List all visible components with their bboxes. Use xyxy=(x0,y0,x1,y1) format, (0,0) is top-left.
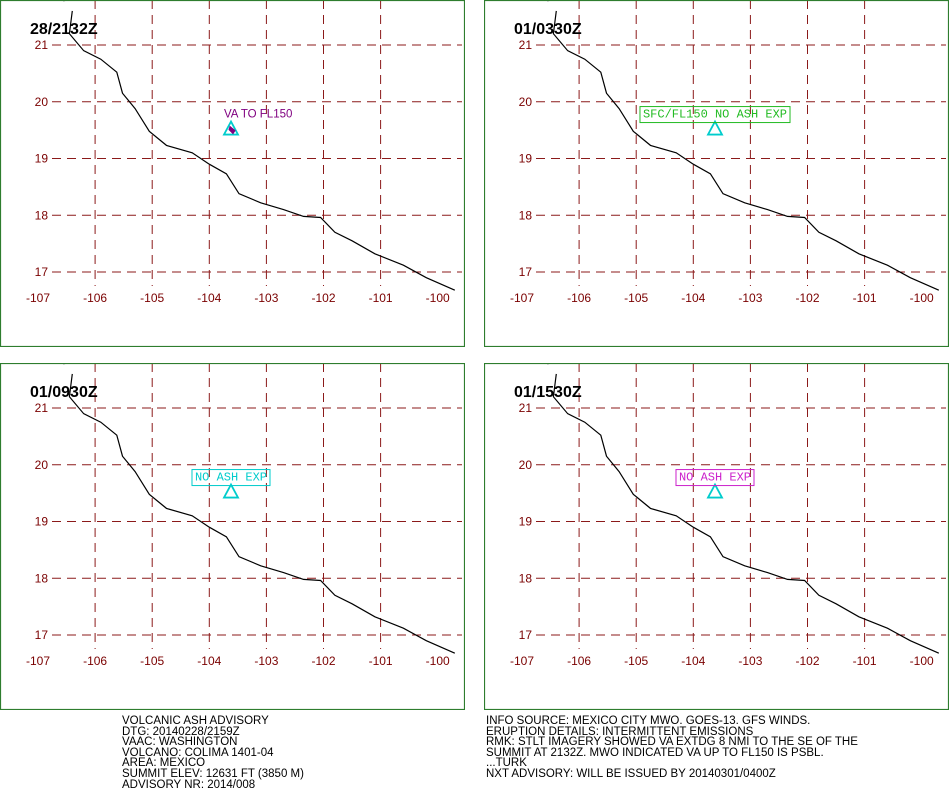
lon-tick-label: -102 xyxy=(311,654,335,668)
lat-tick-label: 17 xyxy=(35,628,49,642)
lat-tick-label: 18 xyxy=(35,571,49,585)
panel-frame xyxy=(484,363,949,710)
lon-tick-label: -104 xyxy=(681,654,705,668)
lon-tick-label: -102 xyxy=(311,291,335,305)
lon-tick-label: -101 xyxy=(369,291,393,305)
advisory-info-source: INFO SOURCE: MEXICO CITY MWO. GOES-13. G… xyxy=(486,715,811,727)
lat-tick-label: 17 xyxy=(519,265,533,279)
volcano-triangle-icon xyxy=(706,482,724,499)
lon-tick-label: -106 xyxy=(567,654,591,668)
lon-tick-label: -106 xyxy=(567,291,591,305)
advisory-header-block: VOLCANIC ASH ADVISORY DTG: 20140228/2159… xyxy=(122,715,304,791)
valid-time-label: 01/0330Z xyxy=(514,21,582,38)
lat-tick-label: 21 xyxy=(35,401,49,415)
lat-tick-label: 18 xyxy=(35,208,49,222)
ash-forecast-note: NO ASH EXP xyxy=(679,471,751,485)
coastline xyxy=(552,10,940,291)
lon-tick-label: -105 xyxy=(140,291,164,305)
advisory-dtg: DTG: 20140228/2159Z xyxy=(122,725,240,738)
lat-tick-label: 18 xyxy=(519,571,533,585)
valid-time-label: 01/0930Z xyxy=(30,384,98,401)
coastline xyxy=(68,373,456,654)
lat-tick-label: 19 xyxy=(35,152,49,166)
lat-tick-label: 21 xyxy=(519,401,533,415)
ash-forecast-note-box xyxy=(191,469,271,487)
advisory-summit-elev: SUMMIT ELEV: 12631 FT (3850 M) xyxy=(122,767,304,780)
ash-forecast-note: VA TO FL150 xyxy=(224,109,292,121)
lon-tick-label: -104 xyxy=(197,654,221,668)
lat-tick-label: 21 xyxy=(35,38,49,52)
lon-tick-label: -107 xyxy=(26,291,50,305)
advisory-remarks-line-2: SUMMIT AT 2132Z. MWO INDICATED VA UP TO … xyxy=(486,746,824,759)
lat-tick-label: 19 xyxy=(35,515,49,529)
lon-tick-label: -104 xyxy=(681,291,705,305)
volcano-triangle-icon xyxy=(706,119,724,136)
lon-tick-label: -107 xyxy=(510,291,534,305)
ash-forecast-note-box xyxy=(675,469,755,487)
advisory-title: VOLCANIC ASH ADVISORY xyxy=(122,715,269,727)
advisory-eruption-details: ERUPTION DETAILS: INTERMITTENT EMISSIONS xyxy=(486,725,754,738)
lon-tick-label: -105 xyxy=(624,654,648,668)
lat-tick-label: 18 xyxy=(519,208,533,222)
panel-frame xyxy=(484,0,949,347)
advisory-forecaster: ...TURK xyxy=(486,757,527,770)
map-panel-1: 21 20 19 18 17 -107 -106 -105 -104 -103 -102 -101 -1… xyxy=(0,0,465,347)
panel-frame xyxy=(0,0,465,347)
lon-tick-label: -107 xyxy=(510,654,534,668)
lon-tick-label: -100 xyxy=(910,654,934,668)
lon-tick-label: -104 xyxy=(197,291,221,305)
ash-forecast-note: NO ASH EXP xyxy=(195,471,267,485)
advisory-area: AREA: MEXICO xyxy=(122,757,206,770)
volcano-triangle-icon xyxy=(222,119,240,136)
coastline xyxy=(68,10,456,291)
map-panel-3: 21 20 19 18 17 -107 -106 -105 -104 -103 -102 -101 -1… xyxy=(0,363,465,710)
lon-tick-label: -101 xyxy=(369,654,393,668)
ash-forecast-note-box xyxy=(639,106,791,124)
lat-tick-label: 17 xyxy=(519,628,533,642)
lat-tick-label: 20 xyxy=(519,95,533,109)
advisory-number: ADVISORY NR: 2014/008 xyxy=(122,778,256,791)
lon-tick-label: -107 xyxy=(26,654,50,668)
map-panel-4: 21 20 19 18 17 -107 -106 -105 -104 -103 -102 -101 -1… xyxy=(484,363,949,710)
lat-tick-label: 17 xyxy=(35,265,49,279)
lat-tick-label: 21 xyxy=(519,38,533,52)
volcano-triangle-icon xyxy=(222,482,240,499)
lon-tick-label: -100 xyxy=(910,291,934,305)
lon-tick-label: -103 xyxy=(254,654,278,668)
ash-forecast-note: SFC/FL150 NO ASH EXP xyxy=(643,108,787,122)
lat-tick-label: 20 xyxy=(35,458,49,472)
valid-time-label: 01/1530Z xyxy=(514,384,582,401)
lat-tick-label: 20 xyxy=(35,95,49,109)
valid-time-label: 28/2132Z xyxy=(30,21,98,38)
advisory-vaac: VAAC: WASHINGTON xyxy=(122,736,238,749)
lon-tick-label: -105 xyxy=(140,654,164,668)
lon-tick-label: -103 xyxy=(254,291,278,305)
lon-tick-label: -100 xyxy=(426,654,450,668)
lon-tick-label: -101 xyxy=(853,291,877,305)
lat-tick-label: 20 xyxy=(519,458,533,472)
lon-tick-label: -101 xyxy=(853,654,877,668)
panel-frame xyxy=(0,363,465,710)
lon-tick-label: -103 xyxy=(738,291,762,305)
ash-cloud-area xyxy=(228,125,236,135)
lon-tick-label: -105 xyxy=(624,291,648,305)
map-panel-2: 21 20 19 18 17 -107 -106 -105 -104 -103 -102 -101 -1… xyxy=(484,0,949,347)
advisory-next: NXT ADVISORY: WILL BE ISSUED BY 20140301… xyxy=(486,767,776,780)
lon-tick-label: -106 xyxy=(83,654,107,668)
advisory-volcano: VOLCANO: COLIMA 1401-04 xyxy=(122,746,274,759)
lon-tick-label: -102 xyxy=(795,654,819,668)
lat-tick-label: 19 xyxy=(519,152,533,166)
advisory-remarks-block: INFO SOURCE: MEXICO CITY MWO. GOES-13. G… xyxy=(486,715,858,780)
lon-tick-label: -100 xyxy=(426,291,450,305)
lon-tick-label: -103 xyxy=(738,654,762,668)
lon-tick-label: -102 xyxy=(795,291,819,305)
coastline xyxy=(552,373,940,654)
lat-tick-label: 19 xyxy=(519,515,533,529)
lon-tick-label: -106 xyxy=(83,291,107,305)
advisory-remarks-line-1: RMK: STLT IMAGERY SHOWED VA EXTDG 8 NMI … xyxy=(486,736,858,749)
